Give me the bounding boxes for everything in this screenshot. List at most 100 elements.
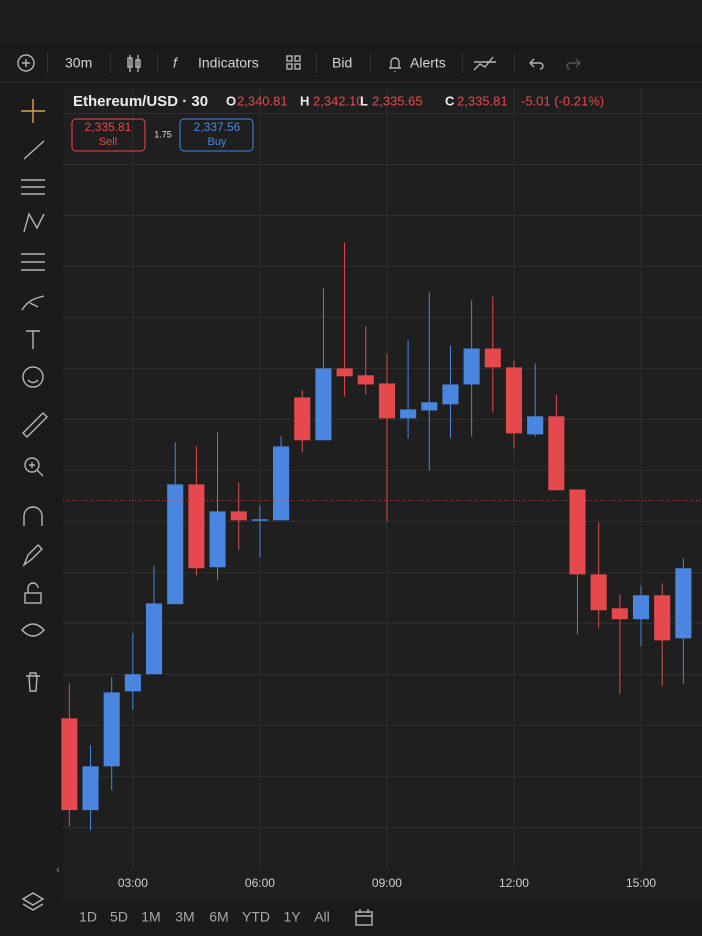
buy-button[interactable] [179,118,254,152]
range-button[interactable]: 6M [209,909,228,925]
unlock-tool[interactable] [24,592,42,604]
fib-tool[interactable] [21,179,45,195]
sell-price: 2,335.81 [85,120,132,134]
ohlc-value: 2,335.81 [457,93,508,108]
range-button[interactable]: 1Y [283,909,301,925]
range-button[interactable]: 1M [141,909,160,925]
emoji-smile [27,379,39,384]
candle-body [421,402,438,411]
candle-body [357,375,374,385]
range-button[interactable]: All [314,909,330,925]
undo-button[interactable] [529,58,544,70]
range-button[interactable]: 5D [110,909,128,925]
collapse-button[interactable]: ‹ [56,864,60,876]
candle-body [611,608,628,620]
candle-body [273,446,290,521]
range-button[interactable]: 3M [175,909,194,925]
ruler-tool[interactable] [22,412,48,438]
candle-body [632,595,650,620]
x-tick-label: 06:00 [245,876,275,890]
bid-button[interactable]: Bid [332,55,352,71]
top-bar [0,0,702,44]
toolbar-separators [47,53,515,73]
layers-button[interactable] [21,892,45,911]
candle-body [548,416,565,491]
ohlc-value: 2,340.81 [237,93,288,108]
candle-body [400,409,417,419]
add-symbol-button[interactable] [17,54,35,72]
candle-body [145,603,163,675]
range-button[interactable]: YTD [242,909,270,925]
unlock-shackle [27,582,39,593]
candle-body [654,595,671,641]
candle-body [103,692,120,767]
pattern-tool[interactable] [23,212,45,233]
fx-icon: f [173,55,179,71]
hide-tool[interactable] [21,623,45,637]
date-picker-button[interactable] [355,909,373,926]
candle-icon [135,59,141,68]
sidebar [0,84,62,936]
x-tick-label: 15:00 [626,876,656,890]
ohlc-key: L [360,93,368,108]
candle-body [675,568,692,639]
candle-body [315,368,332,441]
candle-body [590,574,607,611]
redo-button[interactable] [566,58,581,70]
delete-tool[interactable] [26,672,40,692]
indicators-button[interactable]: Indicators [198,55,259,71]
change-text: -5.01 (-0.21%) [521,93,604,108]
crosshair-tool[interactable] [21,99,45,123]
candle-body [484,348,501,368]
brush-tool[interactable] [21,295,45,311]
ohlc-value: 2,342.10 [313,93,364,108]
candle-icon [127,57,133,68]
range-selector: 1D 5D 1M 3M 6M YTD 1Y All [79,909,330,925]
candle-body [336,368,353,377]
text-tool[interactable] [26,330,40,349]
candle-body [463,348,480,385]
candle-body [230,511,247,521]
ohlc-legend: O 2,340.81 H 2,342.10L 2,335.65 C 2,335.81 [226,93,508,108]
spread: 1.75 [154,129,172,139]
sell-label: Sell [99,136,117,148]
range-bar [63,900,702,936]
add-icon [22,59,30,67]
alerts-button[interactable]: Alerts [410,55,446,71]
ohlc-value: 2,335.65 [372,93,423,108]
x-tick-label: 12:00 [499,876,529,890]
candle-body [505,367,523,434]
forecast-tool[interactable] [21,253,45,271]
candle-body [251,519,268,521]
x-tick-label: 09:00 [372,876,402,890]
candle-body [61,718,78,811]
zoom-icon [29,462,44,477]
buy-label: Buy [208,136,227,148]
candle-body [442,384,459,405]
toolbar [0,44,702,82]
candle-body [527,416,544,435]
candle-body [188,484,205,569]
zoom-tool[interactable] [24,457,40,473]
layout-button[interactable] [286,55,301,70]
buy-price: 2,337.56 [194,120,241,134]
magnet-tool[interactable] [23,506,43,526]
candle-body [82,766,99,811]
symbol-title: Ethereum/USD · 30 [73,93,208,110]
replay-button[interactable] [473,56,496,71]
candlestick-chart: 03:00 06:00 09:00 12:00 15:00 [61,88,702,890]
x-tick-label: 03:00 [118,876,148,890]
ohlc-key: H [300,93,309,108]
ohlc-key: C [445,93,455,108]
trendline-tool[interactable] [23,140,45,160]
interval-button[interactable]: 30m [65,55,92,71]
lock-drawing-tool[interactable] [22,544,43,568]
emoji-tool[interactable] [22,366,44,388]
candle-body [294,397,311,441]
range-button[interactable]: 1D [79,909,97,925]
ohlc-key: O [226,93,236,108]
sell-button[interactable] [71,118,146,152]
candle-body [378,383,395,419]
candle-body [167,484,184,605]
